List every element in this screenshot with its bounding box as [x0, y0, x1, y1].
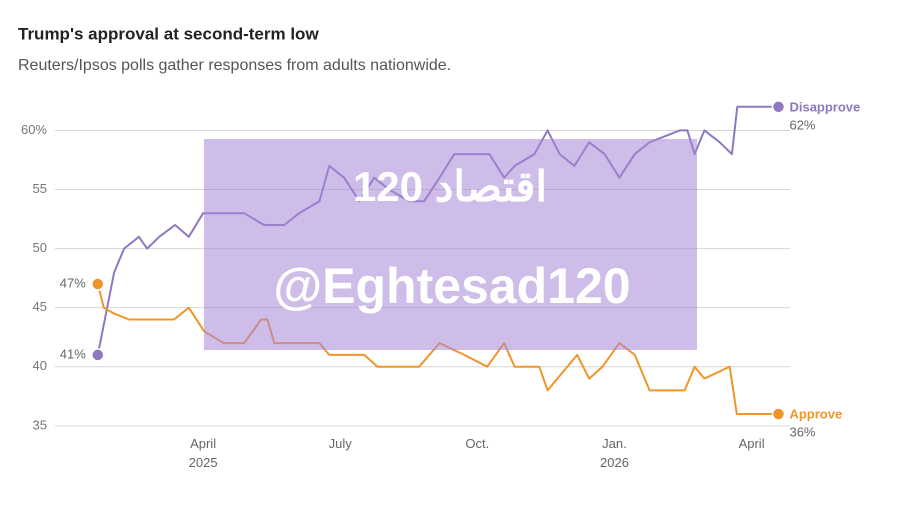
y-tick-label: 55	[33, 181, 47, 196]
end-point	[91, 348, 105, 362]
value-label: 41%	[60, 346, 86, 361]
x-tick-label: April 2025	[188, 436, 218, 470]
y-tick-label: 35	[33, 417, 47, 432]
chart-title: Trump's approval at second-term low	[18, 24, 319, 43]
x-tick-label: Jan. 2026	[600, 436, 629, 470]
end-point	[91, 277, 105, 291]
y-tick-label: 60%	[21, 122, 47, 137]
chart-subtitle: Reuters/Ipsos polls gather responses fro…	[18, 57, 451, 74]
value-label: 36%	[789, 424, 815, 439]
watermark-text: اقتصاد 120	[353, 163, 547, 210]
value-label: 62%	[789, 117, 815, 132]
y-tick-label: 40	[33, 358, 47, 373]
end-point	[771, 100, 786, 114]
x-tick-label: Oct.	[465, 436, 490, 451]
x-tick-label: April	[738, 436, 765, 451]
y-tick-label: 50	[33, 240, 47, 255]
series-name: Approve	[789, 406, 842, 421]
series-name: Disapprove	[789, 99, 860, 114]
end-point	[771, 407, 786, 421]
y-tick-label: 45	[33, 299, 47, 314]
watermark-text: @Eghtesad120	[273, 258, 630, 314]
value-label: 47%	[60, 275, 86, 290]
watermark-box	[204, 139, 697, 350]
x-tick-label: July	[328, 436, 352, 451]
